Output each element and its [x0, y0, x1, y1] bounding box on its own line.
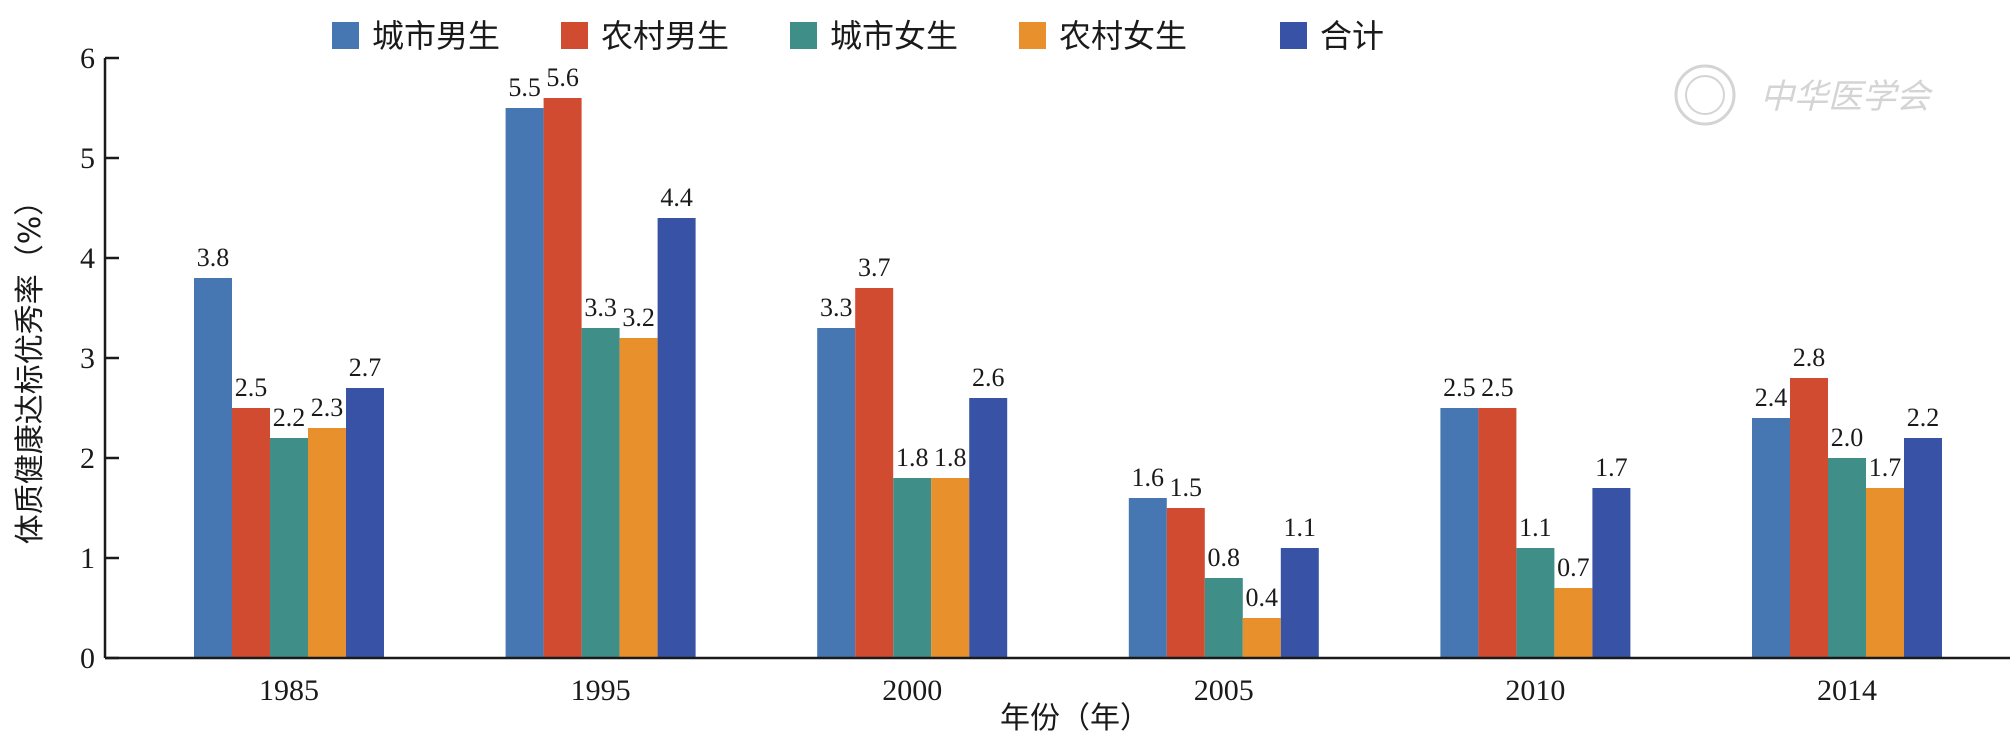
watermark-seal-inner-icon: [1685, 75, 1725, 115]
bar-1985-series-3: [270, 438, 308, 658]
y-tick-label: 5: [80, 142, 95, 175]
value-label: 3.8: [197, 243, 230, 272]
value-label: 1.6: [1132, 463, 1165, 492]
bar-2010-series-1: [1440, 408, 1479, 658]
y-tick-label: 6: [80, 42, 95, 75]
bar-2014-series-4: [1866, 488, 1904, 658]
value-label: 0.4: [1246, 583, 1279, 612]
bar-2000-series-4: [931, 478, 970, 658]
bar-2000-series-3: [893, 478, 932, 658]
value-label: 5.5: [508, 73, 541, 102]
value-label: 2.8: [1793, 343, 1826, 372]
x-tick-label: 2014: [1817, 674, 1877, 707]
legend-swatch: [561, 22, 588, 49]
bar-1995-series-3: [581, 328, 620, 658]
bar-2005-series-3: [1204, 578, 1243, 658]
value-label: 1.8: [896, 443, 929, 472]
bar-1995-series-2: [543, 98, 582, 658]
x-tick-label: 2010: [1505, 674, 1565, 707]
bar-2014-series-2: [1790, 378, 1828, 658]
value-label: 2.7: [349, 353, 382, 382]
value-label: 1.8: [934, 443, 967, 472]
bar-2010-series-3: [1516, 548, 1555, 658]
y-tick-label: 1: [80, 542, 95, 575]
legend-label: 城市女生: [830, 17, 958, 55]
bar-2005-series-5: [1280, 548, 1319, 658]
axes: 0 1 2 3 4 5 6 1985 1995 2000 2005 2010 2014: [80, 42, 2010, 707]
y-axis-title: 体质健康达标优秀率（%）: [13, 186, 48, 545]
x-tick-label: 1985: [259, 674, 319, 707]
bar-2000-series-2: [855, 288, 894, 658]
bar-2005-series-2: [1166, 508, 1205, 658]
value-label: 2.3: [311, 393, 344, 422]
bar-1985-series-4: [308, 428, 346, 658]
y-tick-label: 2: [80, 442, 95, 475]
value-label: 2.0: [1831, 423, 1864, 452]
bar-1995-series-5: [657, 218, 696, 658]
watermark: 中华医学会: [1674, 64, 1934, 126]
bar-1995-series-4: [619, 338, 658, 658]
legend-swatch: [790, 22, 817, 49]
bar-2014-series-5: [1904, 438, 1942, 658]
bar-2010-series-5: [1592, 488, 1631, 658]
value-label: 3.2: [622, 303, 655, 332]
value-label: 3.3: [820, 293, 853, 322]
bar-2014-series-1: [1752, 418, 1790, 658]
watermark-text: 中华医学会: [1760, 77, 1934, 117]
legend-label: 城市男生: [372, 17, 500, 55]
bar-2010-series-2: [1478, 408, 1517, 658]
value-label: 0.7: [1557, 553, 1590, 582]
bar-2000-series-5: [969, 398, 1008, 658]
value-label: 5.6: [546, 63, 579, 92]
x-tick-label: 2005: [1194, 674, 1254, 707]
bar-2010-series-4: [1554, 588, 1593, 658]
value-label: 1.5: [1170, 473, 1203, 502]
value-label: 2.5: [1481, 373, 1514, 402]
value-label: 2.5: [235, 373, 268, 402]
watermark-seal-icon: [1674, 64, 1736, 126]
bar-2005-series-4: [1242, 618, 1281, 658]
y-tick-label: 3: [80, 342, 95, 375]
bars: [194, 98, 1942, 658]
value-label: 2.2: [273, 403, 306, 432]
value-label: 1.7: [1869, 453, 1902, 482]
x-tick-label: 1995: [571, 674, 631, 707]
y-tick-label: 0: [80, 642, 95, 675]
legend-swatch: [1019, 22, 1046, 49]
value-label: 1.1: [1519, 513, 1552, 542]
value-label: 0.8: [1208, 543, 1241, 572]
bar-1985-series-1: [194, 278, 232, 658]
legend: 城市男生 农村男生 城市女生 农村女生 合计: [332, 17, 1384, 55]
value-label: 4.4: [660, 183, 693, 212]
value-label: 1.1: [1284, 513, 1317, 542]
value-labels: 3.8 5.5 3.3 1.6 2.5 2.4 2.5 5.6 3.7 1.5 2.5 2.8 2.2 3…: [197, 63, 1940, 612]
legend-label: 农村男生: [601, 17, 729, 55]
value-label: 2.6: [972, 363, 1005, 392]
legend-label: 农村女生: [1059, 17, 1187, 55]
x-axis-title: 年份（年）: [1000, 701, 1150, 736]
y-tick-label: 4: [80, 242, 95, 275]
bar-2005-series-1: [1128, 498, 1167, 658]
value-label: 3.7: [858, 253, 891, 282]
value-label: 3.3: [584, 293, 617, 322]
value-label: 1.7: [1595, 453, 1628, 482]
bar-1985-series-5: [346, 388, 384, 658]
value-label: 2.4: [1755, 383, 1788, 412]
legend-swatch: [332, 22, 359, 49]
bar-1985-series-2: [232, 408, 270, 658]
value-label: 2.2: [1907, 403, 1940, 432]
bar-2014-series-3: [1828, 458, 1866, 658]
value-label: 2.5: [1443, 373, 1476, 402]
bar-2000-series-1: [817, 328, 856, 658]
legend-label: 合计: [1320, 17, 1384, 55]
legend-swatch: [1280, 22, 1307, 49]
x-tick-label: 2000: [882, 674, 942, 707]
bar-1995-series-1: [505, 108, 544, 658]
